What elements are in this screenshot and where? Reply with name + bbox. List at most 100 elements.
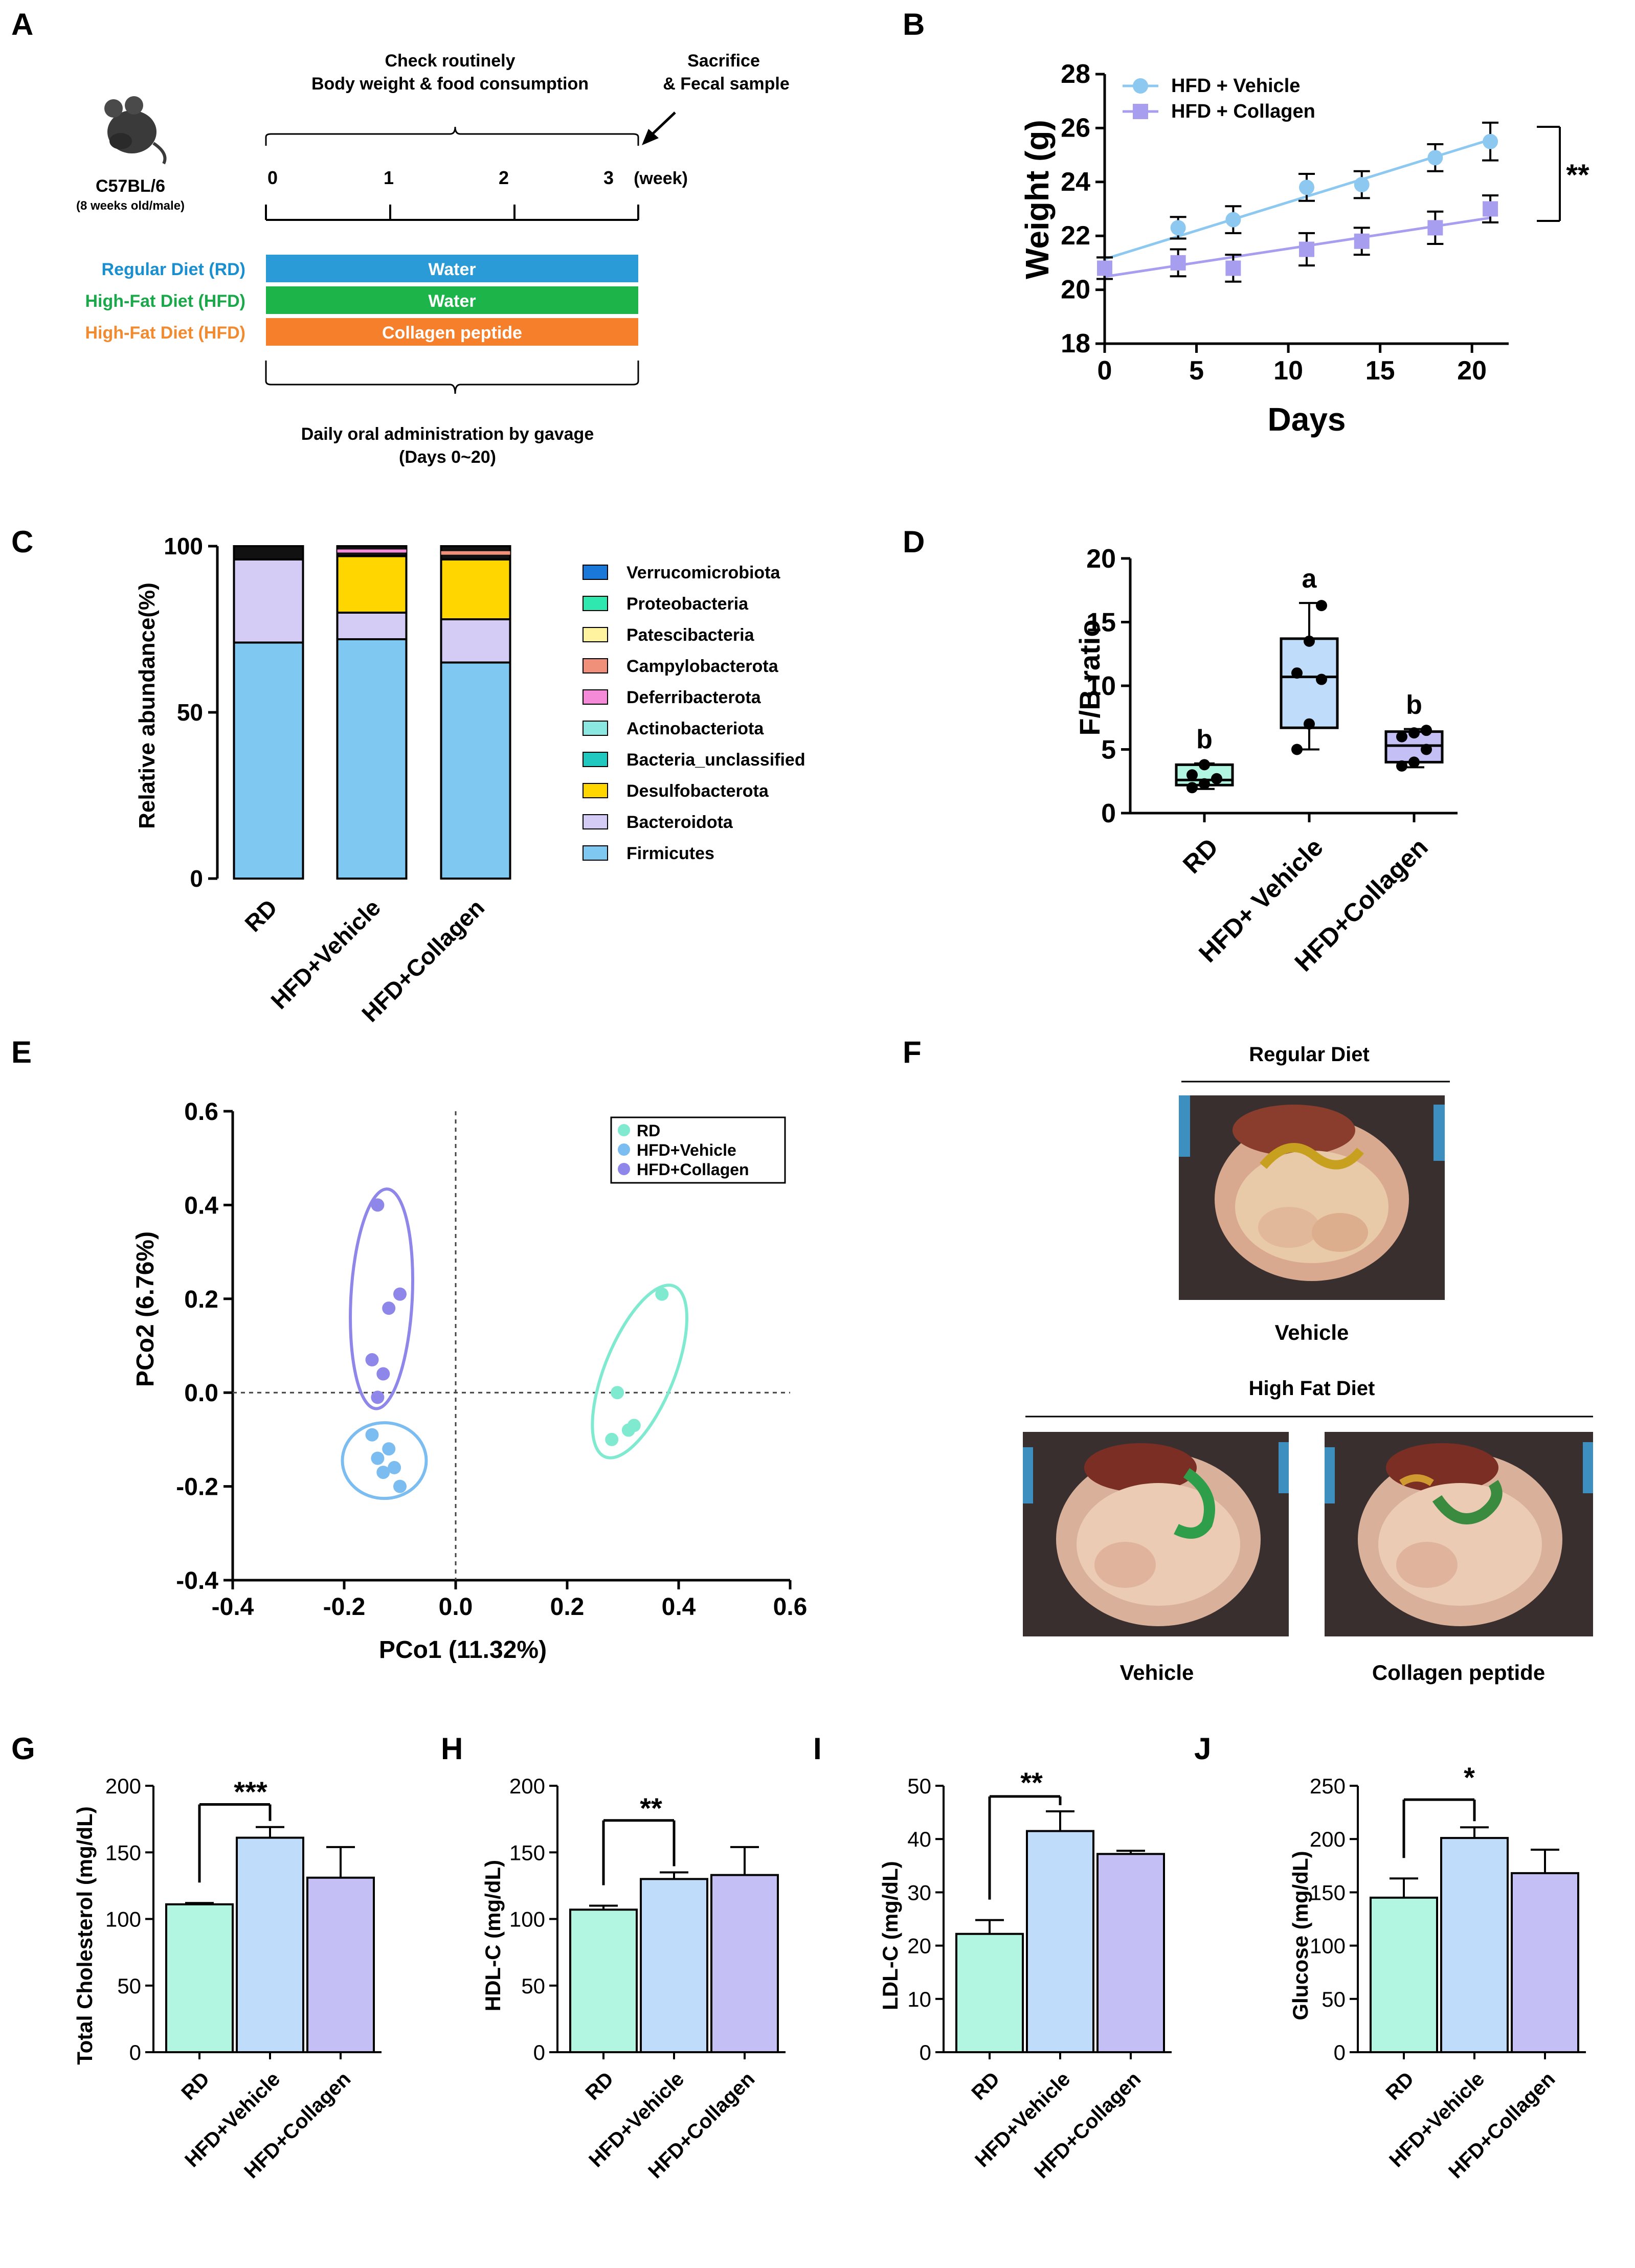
y-tick-label: 0 xyxy=(129,2040,141,2064)
glucose-ylabel: Glucose (mg/dL) xyxy=(1288,1851,1312,2020)
y-tick-label: 20 xyxy=(907,1934,931,1958)
legend-box xyxy=(610,1116,786,1184)
panel-f: F Regular Diet Vehicle High Fat Diet xyxy=(903,1035,1593,1685)
scatter-point xyxy=(371,1390,385,1404)
legend-swatch xyxy=(583,565,608,580)
bar xyxy=(1511,1872,1579,2053)
scatter-point xyxy=(605,1432,619,1446)
stacked-bar-segment xyxy=(336,612,408,640)
y-tick-label: 15 xyxy=(1086,608,1116,638)
data-point xyxy=(1427,150,1443,166)
y-tick-label: 250 xyxy=(1310,1774,1346,1798)
panel-g: G 050100150200RDHFD+VehicleHFD+Collagen … xyxy=(11,1732,382,2183)
abundance-ylabel: Relative abundance(%) xyxy=(135,582,160,829)
week-tick-1: 1 xyxy=(384,167,394,188)
panel-c: C 050100RDHFD+VehicleHFD+CollagenVerruco… xyxy=(11,525,805,1027)
mouse-sublabel: (8 weeks old/male) xyxy=(76,199,185,213)
photo-regular-vehicle xyxy=(1179,1095,1445,1300)
panel-j: J 050100150200250RDHFD+VehicleHFD+Collag… xyxy=(1194,1732,1586,2183)
y-tick-label: 0.0 xyxy=(184,1380,218,1407)
panel-label-b: B xyxy=(903,7,925,41)
box-data-point xyxy=(1199,759,1210,771)
box-data-point xyxy=(1186,782,1198,794)
y-tick-label: 50 xyxy=(907,1774,931,1798)
y-tick-label: 20 xyxy=(1086,544,1116,574)
panel-e: E -0.4 -0.2 0.0 0.2 0.4 0.6 -0.4 -0.2 0.0 0.2 0.4 0… xyxy=(11,1035,807,1664)
panel-label-g: G xyxy=(11,1732,35,1766)
y-tick-label: 20 xyxy=(1061,275,1090,305)
legend-marker xyxy=(1133,78,1148,94)
collagen-bar-hfd-text: Collagen peptide xyxy=(382,323,522,343)
y-tick-label: 26 xyxy=(1061,113,1090,143)
week-unit: (week) xyxy=(634,169,688,188)
scatter-point xyxy=(365,1428,379,1442)
x-tick-label: -0.2 xyxy=(323,1593,366,1621)
x-tick-label: RD xyxy=(581,2068,618,2104)
scatter-point xyxy=(393,1287,407,1301)
cluster-ellipse xyxy=(349,1187,414,1410)
bar xyxy=(710,1874,779,2053)
y-tick-label: 18 xyxy=(1061,329,1090,358)
fb-ratio-ylabel: F/B ratio xyxy=(1073,619,1106,735)
collagen-bar-hfd xyxy=(266,318,638,346)
week-axis: 0 1 2 3 (week) xyxy=(265,167,688,221)
legend-marker xyxy=(618,1143,630,1156)
mouse-icon xyxy=(104,96,167,165)
week-tick-3: 3 xyxy=(603,167,614,188)
abundance-chart: 050100RDHFD+VehicleHFD+CollagenVerrucomi… xyxy=(164,533,805,1027)
x-tick-label: 5 xyxy=(1189,356,1204,386)
box-data-point xyxy=(1186,769,1198,781)
x-tick-label: 0.2 xyxy=(550,1593,585,1621)
hdl-significance: ** xyxy=(640,1792,662,1824)
legend-swatch xyxy=(583,721,608,736)
data-point xyxy=(1225,260,1241,276)
stacked-bar-segment xyxy=(440,661,511,880)
y-tick-label: 100 xyxy=(105,1907,141,1932)
legend-swatch xyxy=(583,658,608,673)
x-tick-label: -0.4 xyxy=(212,1593,254,1621)
y-tick-label: 150 xyxy=(105,1840,141,1865)
bar xyxy=(1096,1853,1165,2053)
weight-legend-vehicle: HFD + Vehicle xyxy=(1171,75,1300,97)
legend-label: Desulfobacterota xyxy=(626,781,769,801)
stacked-bar-segment xyxy=(440,558,511,620)
scatter-point xyxy=(376,1466,390,1479)
x-tick-label: 20 xyxy=(1457,356,1487,386)
x-tick-label: 0.0 xyxy=(439,1593,473,1621)
scatter-point xyxy=(371,1198,385,1212)
cluster-ellipse xyxy=(341,1421,428,1500)
box-data-point xyxy=(1421,744,1432,755)
water-bar-rd-text: Water xyxy=(428,260,476,279)
top-brace xyxy=(265,126,639,146)
scatter-point xyxy=(376,1367,390,1381)
bar xyxy=(640,1878,708,2054)
panel-h: H 050100150200RDHFD+VehicleHFD+Collagen … xyxy=(441,1732,786,2183)
x-tick-label: RD xyxy=(1177,833,1224,879)
legend-label: Bacteroidota xyxy=(626,813,733,832)
y-tick-label: 0.4 xyxy=(184,1192,218,1219)
stacked-bar-segment xyxy=(336,555,408,614)
ldl-significance: ** xyxy=(1020,1766,1043,1799)
box-data-point xyxy=(1304,635,1315,647)
data-point xyxy=(1354,233,1370,249)
y-tick-label: 200 xyxy=(1310,1827,1346,1851)
panel-label-h: H xyxy=(441,1732,463,1766)
scatter-point xyxy=(365,1353,379,1367)
sacrifice-subtitle: & Fecal sample xyxy=(663,74,790,94)
trend-line xyxy=(1104,216,1491,278)
bar xyxy=(165,1903,234,2053)
data-point xyxy=(1354,177,1370,193)
ldl-ylabel: LDL-C (mg/dL) xyxy=(878,1861,902,2010)
bar xyxy=(236,1836,304,2053)
y-tick-label: -0.2 xyxy=(176,1474,218,1501)
cluster-ellipse xyxy=(591,1284,689,1459)
scatter-point xyxy=(393,1479,407,1493)
y-tick-label: 22 xyxy=(1061,221,1090,251)
stacked-bar-segment xyxy=(233,558,304,644)
x-tick-label: RD xyxy=(1381,2068,1418,2104)
legend-label: Firmicutes xyxy=(626,844,714,863)
legend-label: Verrucomicrobiota xyxy=(626,563,781,582)
data-point xyxy=(1097,260,1112,276)
